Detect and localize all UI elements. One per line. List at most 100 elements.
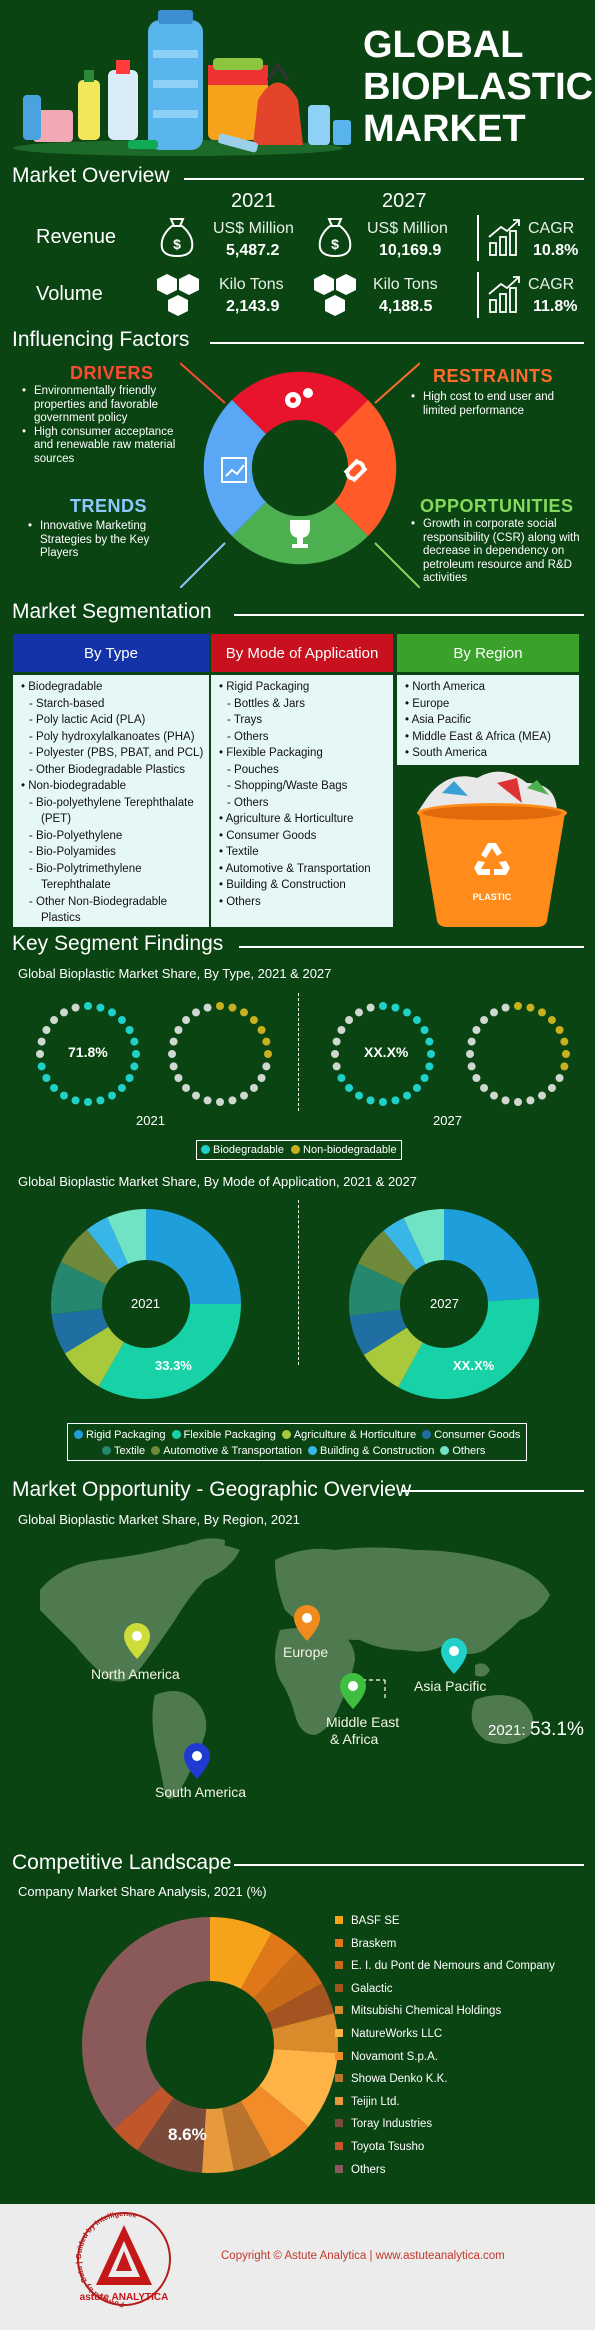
geo-title: Market Opportunity - Geographic Overview (12, 1478, 412, 1501)
volume-separator (477, 272, 479, 318)
type-share-dot (467, 1062, 476, 1071)
trends-list: Innovative Marketing Strategies by the K… (28, 520, 168, 561)
type-share-dot (42, 1026, 51, 1034)
app-2027-slice (349, 1263, 405, 1316)
company-legend-item: Teijin Ltd. (335, 2096, 400, 2108)
type-legend: Biodegradable Non-biodegradable (196, 1140, 402, 1160)
type-share-dot (125, 1074, 134, 1082)
type-share-dot (130, 1037, 139, 1046)
svg-text:$: $ (173, 236, 181, 252)
legend-label: Flexible Packaging (183, 1429, 276, 1441)
type-share-dot (547, 1016, 556, 1025)
money-bag-icon: $ (160, 215, 194, 262)
type-share-dot (71, 1003, 80, 1012)
segmentation-title: Market Segmentation (12, 600, 212, 623)
legend-swatch (335, 2119, 343, 2128)
segment-item: - Bio-Polyamides (29, 846, 116, 858)
type-share-dot (547, 1083, 556, 1092)
growth-chart-icon (487, 274, 523, 319)
footer-copyright[interactable]: Copyright © Astute Analytica | www.astut… (221, 2250, 505, 2262)
company-legend-item: Mitsubishi Chemical Holdings (335, 2005, 501, 2017)
overview-year-2027: 2027 (382, 190, 427, 212)
opportunities-list: Growth in corporate social responsibilit… (411, 518, 591, 586)
type-share-dot (36, 1050, 44, 1058)
trends-heading: TRENDS (70, 496, 148, 516)
legend-label: Teijin Ltd. (351, 2095, 400, 2108)
legend-label: NatureWorks LLC (351, 2028, 443, 2040)
region-label-south-america: South America (155, 1784, 247, 1800)
segment-item: - Pouches (227, 763, 279, 776)
type-share-dot (425, 1037, 434, 1046)
revenue-cagr-value: 10.8% (533, 242, 579, 259)
asia-highlight-year: 2021: (488, 1722, 526, 1739)
company-share-slice (210, 1917, 272, 1989)
type-share-dot (337, 1026, 346, 1034)
legend-swatch (335, 2029, 343, 2037)
revenue-cagr-label: CAGR (528, 220, 575, 237)
app-2027-slice (363, 1327, 423, 1388)
type-share-dot (490, 1008, 498, 1017)
type-share-dot (420, 1026, 429, 1034)
segment-item: • Textile (219, 846, 259, 858)
segment-item: • North America (405, 681, 486, 693)
legend-swatch (440, 1446, 450, 1455)
revenue-value-2027: 10,169.9 (379, 242, 442, 259)
segment-item: • Consumer Goods (219, 829, 317, 842)
company-legend-item: Others (335, 2164, 386, 2176)
type-share-subtitle: Global Bioplastic Market Share, By Type,… (18, 966, 332, 981)
app-2021-slice (60, 1229, 119, 1285)
type-share-dot (240, 1008, 248, 1017)
svg-text:astute ANALYTICA: astute ANALYTICA (80, 2292, 169, 2303)
revenue-value-2021: 5,487.2 (226, 242, 280, 259)
type-share-dot (366, 1003, 375, 1012)
region-label-europe: Europe (283, 1644, 329, 1660)
application-donut-charts (51, 1209, 539, 1399)
company-legend-item: Galactic (335, 1983, 393, 1995)
region-label-north-america: North America (91, 1666, 180, 1682)
type-share-dot (262, 1037, 271, 1046)
type-share-dot (337, 1074, 346, 1082)
legend-swatch (74, 1430, 83, 1439)
segment-item: • Automotive & Transportation (219, 862, 371, 875)
legend-label: Galactic (351, 1982, 393, 1995)
legend-label: Others (452, 1445, 486, 1457)
segment-item: • Biodegradable (21, 681, 103, 693)
type-share-dot (332, 1062, 341, 1071)
type-year-2021: 2021 (136, 1113, 165, 1128)
type-share-dot (480, 1016, 489, 1025)
overview-year-2021: 2021 (231, 190, 276, 212)
svg-text:$: $ (331, 236, 339, 252)
segment-item: - Starch-based (29, 697, 105, 710)
page-title: GLOBAL BIOPLASTIC MARKET (363, 24, 594, 150)
segment-item: - Other Non-Biodegradable (29, 895, 168, 908)
type-share-dot (526, 1096, 535, 1105)
by-application-list: • Rigid Packaging - Bottles & Jars - Trays… (211, 675, 393, 927)
type-share-dot (257, 1074, 266, 1082)
app-2027-slice (383, 1218, 426, 1271)
type-share-dot (37, 1037, 46, 1046)
legend-label: Showa Denko K.K. (351, 2073, 448, 2086)
legend-swatch (335, 1983, 343, 1992)
legend-label: Toray Industries (351, 2118, 433, 2131)
company-share-slice (221, 2101, 272, 2171)
type-share-dot (403, 1008, 411, 1017)
type-share-dot (562, 1050, 570, 1058)
company-share-slice (253, 1951, 323, 2015)
trends-item: Innovative Marketing Strategies by the K… (28, 520, 168, 561)
segment-item: • Middle East & Africa (MEA) (405, 730, 551, 743)
company-share-slice (113, 2087, 174, 2151)
application-legend: Rigid Packaging Flexible Packaging Agricul… (67, 1423, 527, 1461)
company-legend-item: Toray Industries (335, 2118, 432, 2130)
type-share-dot (366, 1096, 375, 1105)
competition-divider (234, 1864, 584, 1866)
type-share-dot (379, 1098, 387, 1106)
app-divider-dashed (298, 1200, 299, 1365)
legend-swatch (335, 2096, 343, 2105)
type-share-dot (228, 1096, 237, 1105)
type-share-dot (96, 1096, 105, 1105)
company-share-donut (81, 1917, 338, 2173)
app-2021-slice (86, 1217, 129, 1270)
drivers-list: Environmentally friendly properties and … (22, 385, 192, 466)
company-legend-item: Novamont S.p.A. (335, 2051, 438, 2063)
type-share-dot (108, 1008, 116, 1017)
